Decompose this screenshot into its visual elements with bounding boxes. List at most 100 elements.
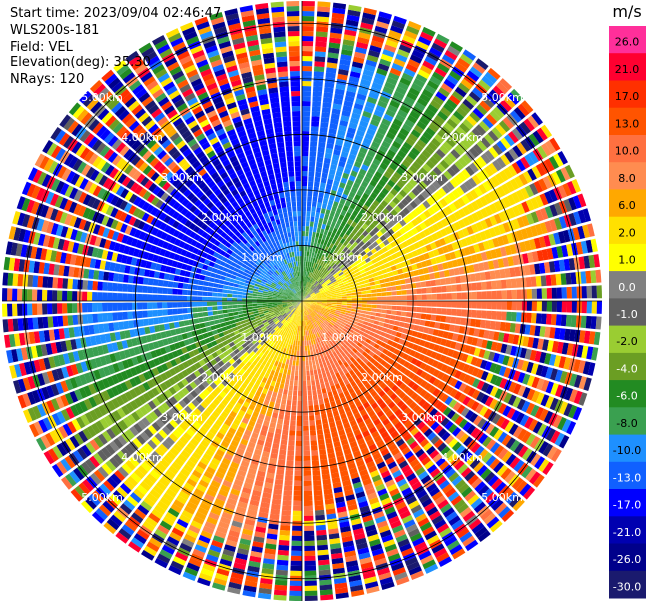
gate (364, 64, 376, 73)
gate (312, 196, 318, 203)
gate (306, 365, 310, 371)
gate (346, 85, 357, 93)
gate (310, 241, 314, 248)
gate (355, 98, 365, 106)
gate (481, 75, 494, 88)
gate (419, 212, 427, 221)
gate (566, 286, 572, 299)
gate (595, 269, 602, 283)
gate (528, 151, 539, 164)
gate (304, 345, 308, 351)
gate (330, 277, 336, 282)
gate (448, 203, 457, 213)
gate (312, 273, 316, 279)
gate (349, 284, 355, 288)
gate (352, 107, 362, 115)
gate (424, 320, 431, 327)
gate (405, 312, 412, 318)
gate (316, 429, 324, 436)
gate (366, 290, 372, 294)
gate (527, 337, 535, 348)
gate (510, 278, 517, 288)
gate (521, 100, 534, 114)
gate (356, 173, 365, 181)
gate (375, 132, 385, 140)
gate (483, 329, 490, 339)
gate (353, 103, 364, 111)
gate (448, 233, 456, 243)
gate (313, 490, 323, 496)
gate (424, 187, 434, 196)
gate (364, 133, 374, 141)
gate (332, 154, 340, 161)
gate (355, 231, 362, 238)
gate (302, 30, 314, 37)
gate (320, 273, 326, 279)
gate (276, 564, 289, 571)
gate (451, 241, 459, 251)
gate (529, 183, 539, 196)
gate (570, 272, 577, 285)
gate (526, 289, 532, 299)
gate (430, 257, 437, 265)
gate (322, 102, 332, 109)
gate (499, 321, 506, 332)
gate (290, 375, 295, 381)
gate (314, 56, 326, 63)
gate (471, 87, 485, 99)
gate (347, 9, 361, 17)
gate (570, 315, 577, 328)
gate (302, 91, 311, 97)
gate (287, 395, 293, 401)
gate (361, 204, 369, 212)
gate (341, 276, 347, 281)
gate (313, 280, 318, 286)
gate (304, 256, 307, 262)
gate (348, 122, 358, 130)
gate (302, 121, 310, 127)
gate (304, 570, 317, 576)
gate (397, 109, 408, 119)
gate (365, 233, 372, 241)
gate (561, 301, 568, 313)
gate (443, 170, 453, 180)
gate (305, 286, 308, 292)
gate (439, 254, 447, 263)
gate (526, 301, 533, 311)
gate (423, 327, 430, 334)
gate (496, 301, 502, 310)
gate (550, 274, 557, 286)
gate (320, 117, 330, 123)
gate (489, 110, 501, 122)
gate (583, 377, 592, 391)
gate (577, 193, 587, 208)
gate (302, 216, 306, 222)
gate (435, 148, 446, 159)
gate (553, 232, 561, 245)
gate (302, 291, 304, 297)
gate (315, 269, 320, 275)
gate (379, 162, 388, 171)
gate (326, 303, 332, 306)
gate (564, 328, 571, 341)
gate (500, 154, 511, 166)
gate (363, 159, 372, 167)
gate (277, 464, 285, 471)
gate (302, 160, 308, 167)
gate (309, 251, 312, 257)
gate (405, 335, 412, 342)
gate (318, 259, 323, 266)
gate (315, 414, 321, 421)
gate (460, 317, 467, 326)
gate (294, 375, 299, 381)
gate (303, 276, 305, 282)
gate (304, 510, 314, 516)
gate (365, 101, 376, 109)
gate (487, 239, 495, 249)
gate (304, 292, 309, 298)
gate (428, 250, 435, 259)
gate (321, 203, 327, 209)
gate (382, 49, 395, 58)
gate (340, 238, 346, 244)
